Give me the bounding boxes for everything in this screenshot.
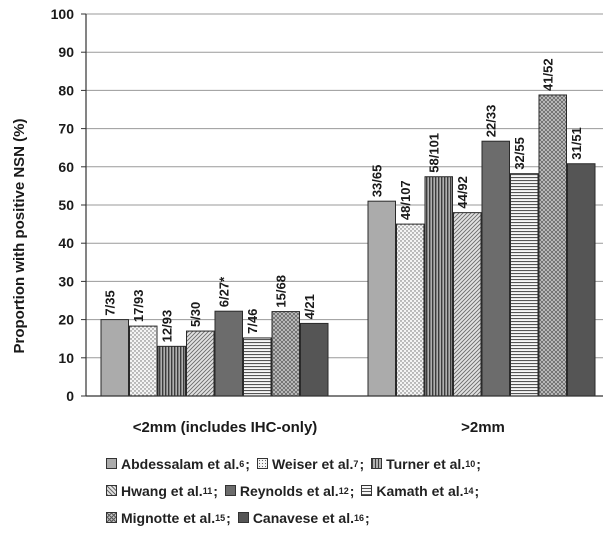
- legend-swatch: [106, 458, 117, 469]
- legend-separator: ;: [476, 455, 481, 472]
- legend-separator: ;: [226, 509, 231, 526]
- legend-label: Hwang et al.: [121, 482, 203, 499]
- legend-label: Abdessalam et al.: [121, 455, 240, 472]
- legend-separator: ;: [213, 482, 218, 499]
- x-category-label: >2mm: [461, 419, 505, 436]
- bar-data-label: 17/93: [131, 290, 146, 323]
- y-tick-label: 30: [58, 273, 74, 289]
- legend-row: Mignotte et al. 15; Canavese et al. 16;: [106, 504, 606, 531]
- bar-mignotte-et-al: [271, 311, 300, 397]
- legend-separator: ;: [474, 482, 480, 499]
- bar-canavese-et-al: [567, 163, 596, 397]
- legend-item: Canavese et al. 16;: [237, 509, 377, 526]
- legend-item: Kamath et al. 14;: [361, 483, 486, 499]
- y-tick-label: 10: [58, 350, 74, 366]
- bar-data-label: 22/33: [484, 105, 499, 138]
- y-tick-label: 0: [66, 388, 74, 404]
- y-tick-label: 90: [58, 44, 74, 60]
- legend-label: Canavese et al.: [252, 509, 354, 526]
- bar-data-label: 15/68: [274, 275, 289, 308]
- bar-data-label: 44/92: [455, 176, 470, 209]
- legend-item: Reynolds et al. 12;: [224, 482, 362, 499]
- bar-hwang-et-al: [186, 330, 215, 397]
- y-tick-label: 80: [58, 82, 74, 98]
- legend-swatch: [106, 512, 117, 523]
- legend-swatch: [256, 458, 268, 469]
- bar-data-label: 4/21: [302, 294, 317, 319]
- bar-kamath-et-al: [243, 337, 272, 397]
- legend-label: Turner et al.: [386, 455, 466, 472]
- legend-separator: ;: [365, 509, 370, 526]
- y-tick-label: 100: [51, 6, 75, 22]
- legend-swatch: [224, 485, 236, 496]
- bar-reynolds-et-al: [214, 310, 243, 397]
- y-tick-label: 60: [58, 159, 74, 175]
- bar-data-label: 58/101: [427, 133, 442, 173]
- bar-hwang-et-al: [453, 212, 482, 397]
- bar-data-label: 6/27*: [217, 276, 232, 307]
- bar-abdessalam-et-al: [367, 200, 396, 397]
- y-tick-label: 20: [58, 312, 74, 328]
- bar-weiser-et-al: [396, 223, 425, 397]
- bar-mignotte-et-al: [538, 94, 567, 397]
- chart-legend: Abdessalam et al. 6; Weiser et al. 7; Turner…: [106, 450, 606, 531]
- legend-row: Abdessalam et al. 6; Weiser et al. 7; Turner…: [106, 450, 606, 477]
- bar-data-label: 7/35: [103, 290, 118, 315]
- y-tick-label: 70: [58, 121, 74, 137]
- y-tick-label: 50: [58, 197, 74, 213]
- legend-item: Hwang et al. 11;: [106, 483, 225, 499]
- bar-data-label: 31/51: [569, 127, 584, 160]
- x-category-label: <2mm (includes IHC-only): [133, 419, 318, 436]
- legend-item: Turner et al. 10;: [371, 456, 488, 472]
- bar-data-label: 41/52: [541, 58, 556, 91]
- legend-separator: ;: [359, 455, 365, 472]
- bar-data-label: 48/107: [398, 180, 413, 220]
- legend-separator: ;: [245, 455, 250, 472]
- bar-data-label: 32/55: [512, 137, 527, 170]
- bar-kamath-et-al: [510, 173, 539, 397]
- bar-turner-et-al: [424, 176, 453, 397]
- y-tick-label: 40: [58, 235, 74, 251]
- bar-weiser-et-al: [129, 325, 158, 397]
- bar-canavese-et-al: [300, 322, 329, 397]
- bar-data-label: 12/93: [160, 310, 175, 343]
- legend-swatch: [237, 512, 249, 523]
- legend-separator: ;: [349, 482, 355, 499]
- bar-abdessalam-et-al: [100, 319, 129, 397]
- legend-row: Hwang et al. 11; Reynolds et al. 12; Kamath …: [106, 477, 606, 504]
- legend-swatch: [361, 485, 373, 496]
- legend-label: Mignotte et al.: [121, 509, 216, 526]
- legend-item: Mignotte et al. 15;: [106, 510, 238, 526]
- bar-chart: 0 10 20 30 40 50 60 70 80 90 100 7/35 17/93 12/93 5/30…: [11, 6, 603, 436]
- legend-label: Kamath et al.: [376, 482, 464, 499]
- legend-swatch: [371, 458, 383, 469]
- bar-data-label: 5/30: [188, 302, 203, 327]
- bar-data-label: 7/46: [245, 309, 260, 334]
- legend-item: Weiser et al. 7;: [256, 455, 371, 472]
- bar-turner-et-al: [157, 345, 186, 397]
- legend-swatch: [106, 485, 117, 496]
- legend-item: Abdessalam et al. 6;: [106, 456, 257, 472]
- y-axis-label: Proportion with positive NSN (%): [11, 118, 28, 353]
- legend-label: Weiser et al.: [271, 455, 354, 472]
- legend-label: Reynolds et al.: [239, 482, 339, 499]
- bar-data-label: 33/65: [370, 165, 385, 198]
- bar-reynolds-et-al: [481, 140, 510, 397]
